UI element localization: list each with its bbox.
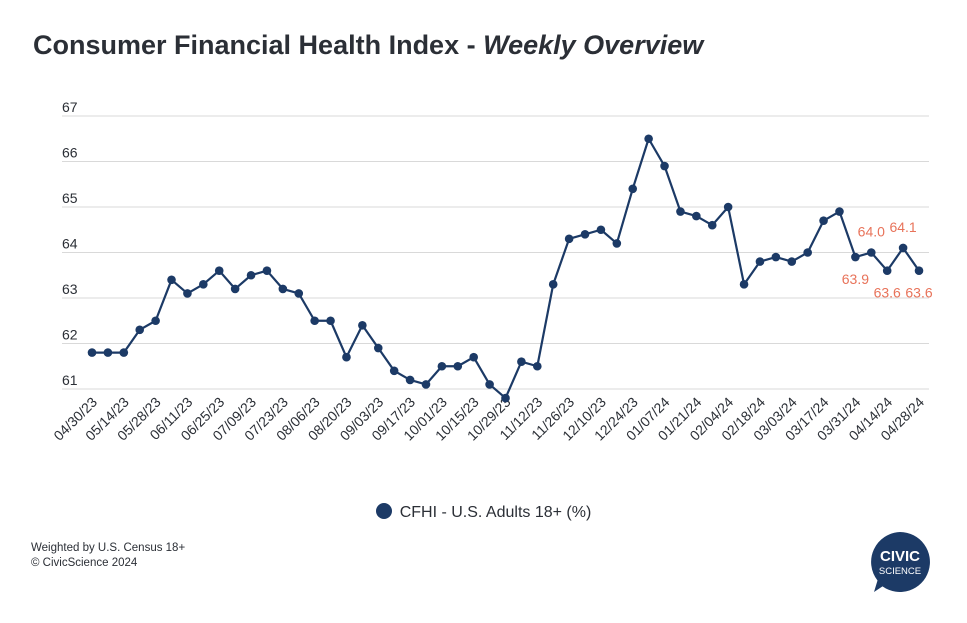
gridlines: [62, 115, 929, 390]
y-tick-label: 66: [62, 145, 78, 161]
logo-text-civic: CIVIC: [880, 548, 920, 565]
data-label: 63.6: [905, 285, 932, 301]
logo-text-science: SCIENCE: [879, 566, 921, 577]
data-label: 64.0: [858, 224, 885, 240]
data-label: 64.1: [889, 219, 916, 235]
data-point: [501, 393, 510, 403]
data-point: [755, 257, 765, 266]
data-point: [119, 348, 129, 357]
x-axis-ticks: 04/30/2305/14/2305/28/2306/11/2306/25/23…: [50, 394, 927, 444]
data-point: [151, 316, 160, 326]
data-point: [866, 248, 876, 257]
data-point: [183, 289, 192, 298]
legend: CFHI - U.S. Adults 18+ (%): [0, 503, 967, 522]
data-point: [246, 270, 256, 280]
y-tick-label: 62: [62, 327, 78, 343]
data-point: [326, 316, 335, 326]
data-point: [628, 184, 638, 194]
footer-note: Weighted by U.S. Census 18+ © CivicScien…: [31, 541, 185, 571]
series-points: [87, 134, 924, 403]
data-point: [214, 266, 224, 276]
data-point: [358, 321, 367, 330]
data-point: [485, 380, 494, 389]
data-point: [707, 220, 717, 230]
data-point: [517, 357, 526, 367]
data-point: [644, 134, 653, 144]
y-tick-label: 64: [62, 236, 78, 252]
data-point: [612, 239, 622, 248]
data-point: [278, 284, 288, 294]
y-tick-label: 61: [62, 372, 78, 388]
data-point: [103, 348, 113, 357]
data-point: [787, 257, 797, 266]
data-point: [405, 375, 415, 385]
y-tick-label: 67: [62, 99, 78, 115]
data-point: [87, 348, 97, 357]
data-point: [469, 352, 478, 362]
data-point: [548, 280, 558, 289]
data-point: [771, 252, 781, 262]
y-axis-ticks: 61 62 63 64 65 66 67: [62, 99, 78, 388]
legend-marker: [375, 503, 392, 519]
data-point: [580, 230, 590, 239]
data-point: [199, 280, 208, 289]
data-point: [914, 266, 924, 276]
legend-label: CFHI - U.S. Adults 18+ (%): [399, 504, 592, 521]
data-point: [882, 266, 892, 276]
data-point: [898, 243, 908, 253]
data-point: [230, 284, 240, 294]
data-point: [421, 380, 431, 389]
data-point: [342, 352, 351, 362]
data-point: [453, 361, 463, 371]
logo-badge: [871, 532, 930, 592]
data-point: [851, 252, 860, 262]
footer-copyright: © CivicScience 2024: [31, 557, 138, 569]
data-point: [262, 266, 272, 276]
data-labels: 63.9 64.0 63.6 64.1 63.6: [842, 219, 933, 301]
data-point: [135, 325, 145, 335]
data-point: [167, 275, 176, 285]
data-point: [533, 361, 542, 371]
data-point: [294, 289, 304, 298]
chart-title-italic: Weekly Overview: [483, 30, 704, 60]
data-point: [373, 343, 383, 353]
data-point: [660, 161, 669, 171]
data-label: 63.6: [874, 285, 901, 301]
data-point: [564, 234, 574, 244]
footer-weighting: Weighted by U.S. Census 18+: [31, 542, 186, 554]
data-point: [437, 361, 447, 371]
chart-title-main: Consumer Financial Health Index -: [33, 30, 484, 60]
data-point: [835, 207, 844, 216]
data-point: [389, 366, 399, 376]
data-point: [723, 202, 733, 212]
data-point: [803, 248, 812, 257]
data-point: [692, 211, 701, 221]
data-label: 63.9: [842, 271, 869, 287]
data-point: [596, 225, 606, 235]
civicscience-logo: CIVIC SCIENCE: [871, 532, 930, 592]
data-point: [739, 280, 749, 289]
y-tick-label: 65: [62, 190, 78, 206]
data-point: [819, 216, 828, 225]
data-point: [310, 316, 319, 326]
y-tick-label: 63: [62, 281, 78, 297]
data-point: [676, 207, 685, 216]
chart-title: Consumer Financial Health Index - Weekly…: [33, 30, 703, 61]
